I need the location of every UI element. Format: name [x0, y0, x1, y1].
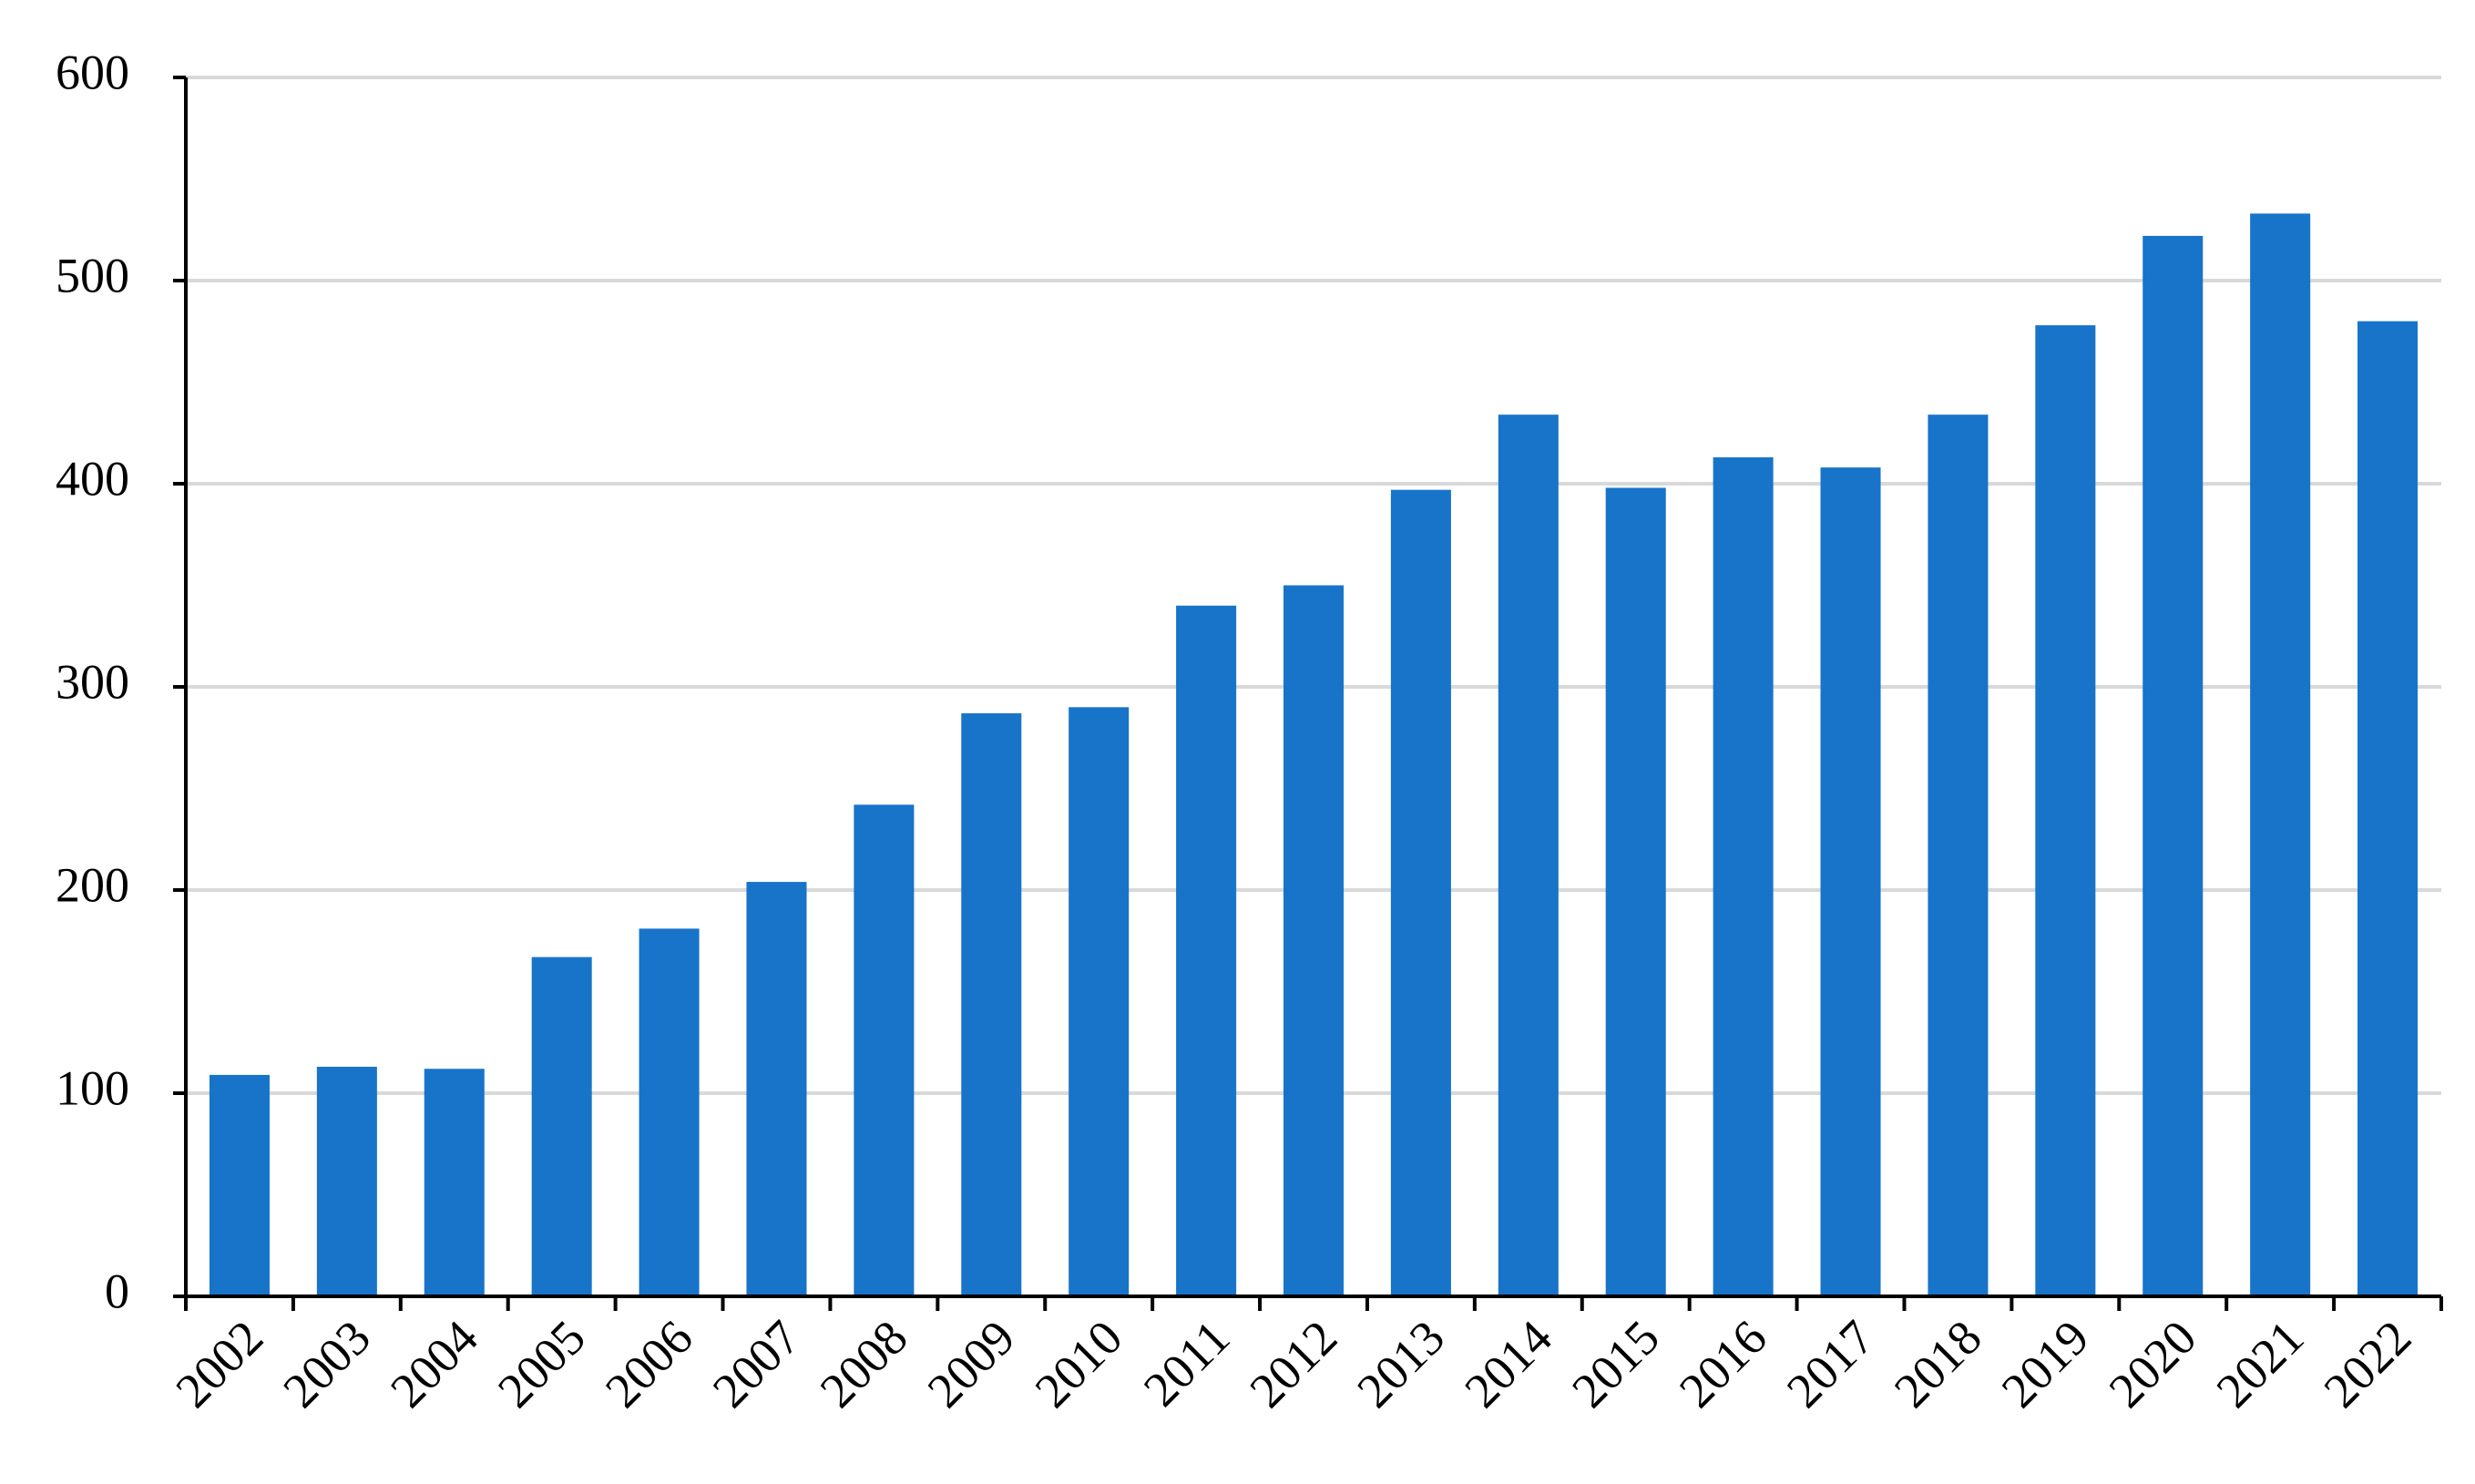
- bar: [209, 1074, 270, 1296]
- x-tick-label: 2015: [1561, 1310, 1670, 1418]
- x-tick-label: 2007: [702, 1310, 811, 1418]
- bar: [1605, 487, 1666, 1296]
- x-tick-label: 2017: [1776, 1310, 1885, 1418]
- bar: [531, 957, 592, 1296]
- bar: [746, 882, 807, 1296]
- y-tick-label: 400: [56, 451, 129, 506]
- bar: [2143, 235, 2204, 1297]
- bar: [316, 1067, 377, 1296]
- x-tick-label: 2011: [1133, 1310, 1240, 1417]
- x-tick-label: 2002: [165, 1310, 273, 1418]
- bar: [639, 928, 700, 1296]
- x-tick-label: 2013: [1346, 1310, 1455, 1418]
- x-tick-label: 2008: [810, 1310, 918, 1418]
- y-tick-label: 500: [56, 248, 129, 302]
- bar: [1390, 489, 1451, 1296]
- y-tick-label: 100: [56, 1060, 129, 1115]
- x-tick-label: 2003: [272, 1310, 381, 1418]
- bar: [1283, 585, 1345, 1296]
- bar: [2357, 321, 2419, 1297]
- bar: [1069, 707, 1130, 1296]
- bar: [1713, 457, 1774, 1296]
- bar: [2035, 325, 2096, 1296]
- x-tick-label: 2016: [1669, 1310, 1777, 1418]
- x-tick-label: 2006: [595, 1310, 703, 1418]
- y-tick-label: 600: [56, 45, 129, 99]
- x-tick-label: 2010: [1025, 1310, 1133, 1418]
- x-tick-label: 2020: [2099, 1310, 2207, 1418]
- bar: [1928, 414, 1989, 1296]
- bar: [1176, 605, 1237, 1296]
- x-tick-label: 2018: [1884, 1310, 1992, 1418]
- y-tick-label: 300: [56, 654, 129, 709]
- bar: [424, 1069, 485, 1296]
- y-tick-label: 200: [56, 857, 129, 912]
- x-tick-label: 2005: [487, 1310, 596, 1418]
- x-tick-label: 2021: [2206, 1310, 2315, 1418]
- x-tick-label: 2022: [2314, 1310, 2422, 1418]
- x-tick-label: 2014: [1454, 1310, 1562, 1418]
- bar: [1498, 414, 1559, 1296]
- x-tick-label: 2009: [917, 1310, 1026, 1418]
- bar: [854, 804, 915, 1296]
- y-tick-label: 0: [105, 1264, 129, 1318]
- x-tick-label: 2004: [380, 1310, 488, 1418]
- bar: [1820, 467, 1881, 1296]
- x-tick-label: 2019: [1991, 1310, 2100, 1418]
- x-tick-label: 2012: [1239, 1310, 1347, 1418]
- bar: [961, 712, 1022, 1296]
- bar: [2250, 213, 2311, 1296]
